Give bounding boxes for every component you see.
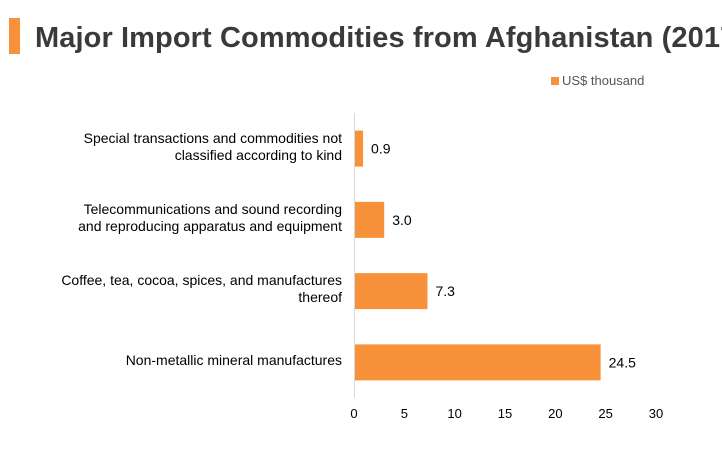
chart-title: Major Import Commodities from Afghanista… — [35, 22, 722, 54]
category-label: Coffee, tea, cocoa, spices, and manufact… — [22, 272, 342, 306]
x-tick-label: 0 — [350, 406, 357, 421]
category-label-line: Non-metallic mineral manufactures — [125, 351, 342, 368]
legend-swatch — [551, 76, 559, 85]
data-label: 7.3 — [435, 283, 455, 299]
category-label-line: and reproducing apparatus and equipment — [78, 217, 342, 234]
title-accent-bar — [9, 18, 20, 54]
data-label: 3.0 — [392, 212, 412, 228]
category-label-line: thereof — [298, 289, 342, 306]
x-tick-label: 20 — [548, 406, 562, 421]
category-label-line: Coffee, tea, cocoa, spices, and manufact… — [61, 272, 342, 289]
legend: US$ thousand — [551, 73, 644, 88]
bar — [355, 273, 428, 310]
x-tick-label: 25 — [598, 406, 612, 421]
x-tick-label: 15 — [498, 406, 512, 421]
bar — [355, 344, 601, 381]
category-label: Special transactions and commodities not… — [22, 130, 342, 164]
bar — [355, 201, 385, 238]
x-tick-label: 10 — [447, 406, 461, 421]
data-label: 0.9 — [371, 141, 391, 157]
x-tick-label: 30 — [649, 406, 663, 421]
category-label-line: classified according to kind — [174, 146, 342, 163]
category-label: Telecommunications and sound recording an… — [22, 201, 342, 235]
category-label-line: Telecommunications and sound recording — [83, 200, 342, 217]
bar — [355, 130, 364, 167]
data-label: 24.5 — [609, 354, 636, 370]
x-tick-label: 5 — [401, 406, 408, 421]
category-label-line: Special transactions and commodities not — [83, 129, 342, 146]
legend-label: US$ thousand — [562, 73, 645, 88]
category-label: Non-metallic mineral manufactures — [22, 352, 342, 369]
